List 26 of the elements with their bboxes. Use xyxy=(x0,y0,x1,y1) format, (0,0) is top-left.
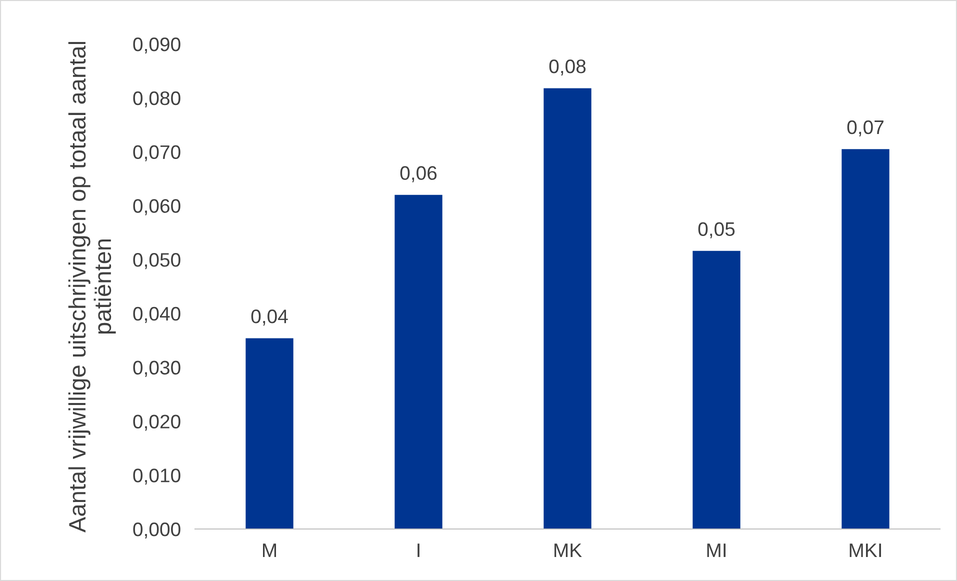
bar xyxy=(394,194,442,529)
y-tick-label: 0,080 xyxy=(133,91,180,108)
data-label: 0,08 xyxy=(549,59,586,76)
y-tick-label: 0,010 xyxy=(133,468,180,485)
x-tick-label: MI xyxy=(707,544,726,557)
y-tick-label: 0,000 xyxy=(133,522,180,539)
y-tick-label: 0,070 xyxy=(133,145,180,162)
y-tick-label: 0,020 xyxy=(133,414,180,431)
bar xyxy=(692,250,740,529)
y-tick-label: 0,030 xyxy=(133,360,180,377)
bar xyxy=(246,338,294,529)
data-label: 0,04 xyxy=(251,310,288,326)
y-tick-label: 0,090 xyxy=(133,37,180,54)
y-axis-title: Aantal vrijwillige uitschrijvingen op totaal aantal patiënten xyxy=(68,42,116,533)
bar xyxy=(842,149,890,529)
y-tick-label: 0,060 xyxy=(133,199,180,216)
data-label: 0,05 xyxy=(698,222,735,238)
x-tick-label: MK xyxy=(554,544,582,557)
x-tick-label: MKI xyxy=(850,544,881,557)
data-label: 0,07 xyxy=(847,120,884,136)
y-tick-label: 0,050 xyxy=(133,253,180,270)
data-label: 0,06 xyxy=(400,166,437,182)
x-tick-label: I xyxy=(418,544,420,557)
x-tick-label: M xyxy=(262,544,276,557)
bar xyxy=(544,88,592,529)
y-tick-label: 0,040 xyxy=(133,306,180,323)
